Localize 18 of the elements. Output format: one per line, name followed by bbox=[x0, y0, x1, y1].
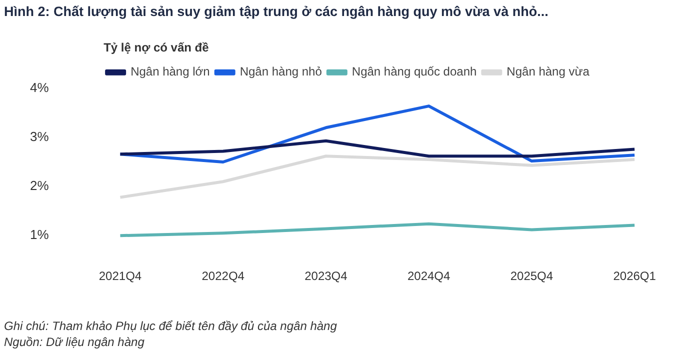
x-tick-label: 2023Q4 bbox=[304, 269, 348, 284]
y-tick-label: 4% bbox=[30, 80, 50, 95]
legend-label: Ngân hàng lớn bbox=[130, 64, 210, 79]
y-tick-label: 2% bbox=[30, 178, 50, 194]
x-tick-label: 2021Q4 bbox=[98, 269, 142, 284]
x-tick-label: 2026Q1 bbox=[613, 269, 656, 284]
legend-title: Tỷ lệ nợ có vấn đề bbox=[104, 40, 210, 54]
y-tick-label: 1% bbox=[30, 227, 50, 242]
legend-label: Ngân hàng vừa bbox=[506, 64, 590, 79]
x-tick-label: 2025Q4 bbox=[510, 269, 554, 284]
x-tick-label: 2024Q4 bbox=[407, 269, 451, 284]
x-tick-label: 2022Q4 bbox=[202, 269, 245, 284]
text: Nguồn: Dữ liệu ngân hàng bbox=[4, 335, 144, 349]
y-tick-label: 3% bbox=[30, 129, 50, 144]
legend-label: Ngân hàng nhỏ bbox=[240, 64, 322, 79]
chart-title: Hình 2: Chất lượng tài sản suy giảm tập trung ở các ngân hàng quy mô vừa và nhỏ... bbox=[4, 4, 548, 19]
legend-label: Ngân hàng quốc doanh bbox=[352, 64, 477, 79]
text: Ghi chú: Tham khảo Phụ lục để biết tên đầy đủ của ngân hàng bbox=[4, 319, 337, 333]
